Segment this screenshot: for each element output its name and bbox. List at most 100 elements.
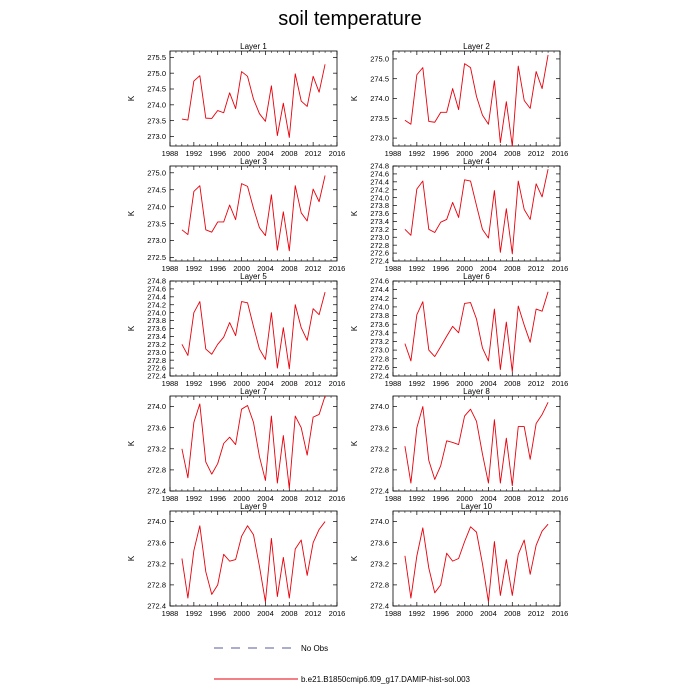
y-tick-label: 273.0 <box>370 134 389 143</box>
x-tick-label: 2012 <box>528 494 545 503</box>
panel-title: Layer 4 <box>463 157 490 166</box>
x-tick-label: 2016 <box>329 494 346 503</box>
y-tick-label: 274.5 <box>147 185 166 194</box>
x-tick-label: 1996 <box>209 609 226 618</box>
y-tick-label: 273.5 <box>147 219 166 228</box>
x-tick-label: 1996 <box>432 609 449 618</box>
x-tick-label: 2008 <box>281 264 298 273</box>
x-tick-label: 2016 <box>329 264 346 273</box>
x-tick-label: 1988 <box>385 494 402 503</box>
x-tick-label: 1988 <box>385 264 402 273</box>
x-tick-label: 2012 <box>305 264 322 273</box>
x-tick-label: 2000 <box>456 149 473 158</box>
y-tick-label: 274.6 <box>147 285 166 294</box>
x-tick-label: 1988 <box>162 264 179 273</box>
plot-frame <box>392 280 561 377</box>
panel-layer-9: Layer 9 K 1988 1992 1996 2000 2004 2008 2012 2016… <box>127 502 345 618</box>
x-tick-label: 1992 <box>186 379 203 388</box>
y-tick-label: 273.6 <box>147 538 166 547</box>
y-tick-label: 274.4 <box>147 292 166 301</box>
x-tick-label: 1992 <box>409 149 426 158</box>
x-tick-label: 2016 <box>552 494 569 503</box>
series-line <box>181 395 326 489</box>
panel-title: Layer 7 <box>240 387 267 396</box>
y-tick-label: 273.8 <box>370 311 389 320</box>
x-tick-label: 2016 <box>329 609 346 618</box>
y-tick-label: 273.2 <box>370 225 389 234</box>
panel-layer-7: Layer 7 K 1988 1992 1996 2000 2004 2008 2012 2016… <box>127 387 345 503</box>
y-tick-label: 273.4 <box>370 328 389 337</box>
x-tick-label: 1992 <box>409 379 426 388</box>
x-tick-label: 2004 <box>257 494 274 503</box>
y-tick-label: 272.8 <box>370 241 389 250</box>
plot-frame <box>169 395 338 492</box>
y-tick-label: 274.0 <box>147 308 166 317</box>
series-line <box>404 402 549 487</box>
y-tick-label: 272.6 <box>147 364 166 373</box>
y-tick-label: 272.8 <box>370 354 389 363</box>
x-tick-label: 2008 <box>281 149 298 158</box>
y-tick-label: 272.8 <box>147 356 166 365</box>
y-tick-label: 273.2 <box>147 444 166 453</box>
series-line <box>181 64 326 138</box>
x-tick-label: 2008 <box>281 494 298 503</box>
legend-model-label: b.e21.B1850cmip6.f09_g17.DAMIP-hist-sol.… <box>301 675 471 684</box>
y-axis-label: K <box>350 95 359 101</box>
x-tick-label: 2008 <box>504 609 521 618</box>
y-tick-label: 273.6 <box>370 538 389 547</box>
x-tick-label: 2004 <box>257 609 274 618</box>
x-tick-label: 2000 <box>233 609 250 618</box>
x-tick-label: 2004 <box>480 264 497 273</box>
plot-frame <box>169 280 338 377</box>
y-tick-label: 274.8 <box>147 277 166 286</box>
x-tick-label: 2016 <box>552 264 569 273</box>
y-tick-label: 274.0 <box>147 402 166 411</box>
y-tick-label: 272.8 <box>147 580 166 589</box>
legend: No Obs b.e21.B1850cmip6.f09_g17.DAMIP-hi… <box>214 644 471 684</box>
x-tick-label: 1996 <box>432 379 449 388</box>
y-tick-label: 274.0 <box>370 303 389 312</box>
y-axis-label: K <box>350 555 359 561</box>
y-tick-label: 273.8 <box>147 316 166 325</box>
x-tick-label: 2008 <box>504 494 521 503</box>
y-tick-label: 273.0 <box>147 348 166 357</box>
y-tick-label: 273.6 <box>147 324 166 333</box>
x-tick-label: 2016 <box>552 609 569 618</box>
x-tick-label: 2000 <box>456 379 473 388</box>
x-tick-label: 2008 <box>504 149 521 158</box>
y-tick-label: 272.4 <box>370 372 389 381</box>
y-axis-label: K <box>350 440 359 446</box>
y-tick-label: 274.8 <box>370 162 389 171</box>
x-tick-label: 1988 <box>162 494 179 503</box>
y-tick-label: 273.0 <box>147 132 166 141</box>
y-tick-label: 274.0 <box>147 100 166 109</box>
x-tick-label: 2004 <box>257 379 274 388</box>
panel-layer-5: Layer 5 K 1988 1992 1996 2000 2004 2008 2012 2016… <box>127 272 345 388</box>
x-tick-label: 1996 <box>209 494 226 503</box>
x-tick-label: 1988 <box>385 379 402 388</box>
y-tick-label: 274.5 <box>147 85 166 94</box>
x-tick-label: 2012 <box>528 379 545 388</box>
y-tick-label: 272.8 <box>370 580 389 589</box>
series-line <box>404 54 549 147</box>
x-tick-label: 1988 <box>162 149 179 158</box>
series-line <box>404 291 549 373</box>
y-tick-label: 272.6 <box>370 363 389 372</box>
y-tick-label: 274.4 <box>370 285 389 294</box>
x-tick-label: 2004 <box>257 149 274 158</box>
y-tick-label: 273.2 <box>147 559 166 568</box>
y-tick-label: 273.2 <box>370 337 389 346</box>
y-tick-label: 273.5 <box>370 114 389 123</box>
x-tick-label: 1988 <box>385 609 402 618</box>
y-tick-label: 274.0 <box>147 202 166 211</box>
panel-layer-6: Layer 6 K 1988 1992 1996 2000 2004 2008 2012 2016… <box>350 272 568 388</box>
y-tick-label: 273.6 <box>147 423 166 432</box>
plot-frame <box>392 50 561 147</box>
series-line <box>181 521 326 603</box>
series-line <box>181 291 326 370</box>
y-tick-label: 274.0 <box>147 517 166 526</box>
y-tick-label: 272.4 <box>147 602 166 611</box>
y-tick-label: 274.0 <box>370 94 389 103</box>
x-tick-label: 1996 <box>209 264 226 273</box>
y-tick-label: 273.2 <box>370 559 389 568</box>
